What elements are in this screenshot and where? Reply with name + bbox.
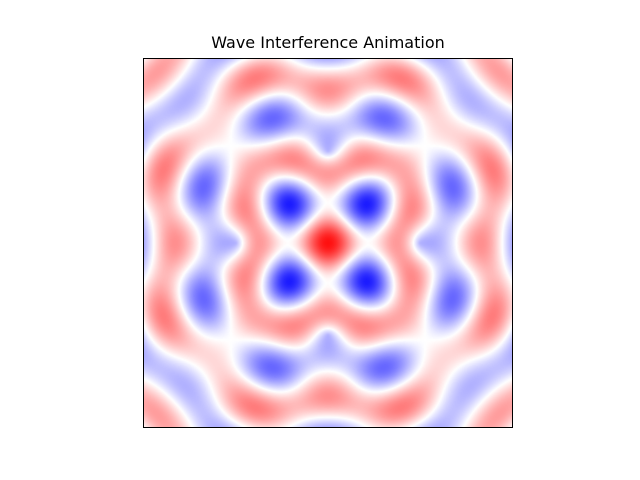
plot-area: [143, 58, 513, 428]
interference-heatmap: [144, 59, 512, 427]
chart-title: Wave Interference Animation: [211, 33, 445, 52]
